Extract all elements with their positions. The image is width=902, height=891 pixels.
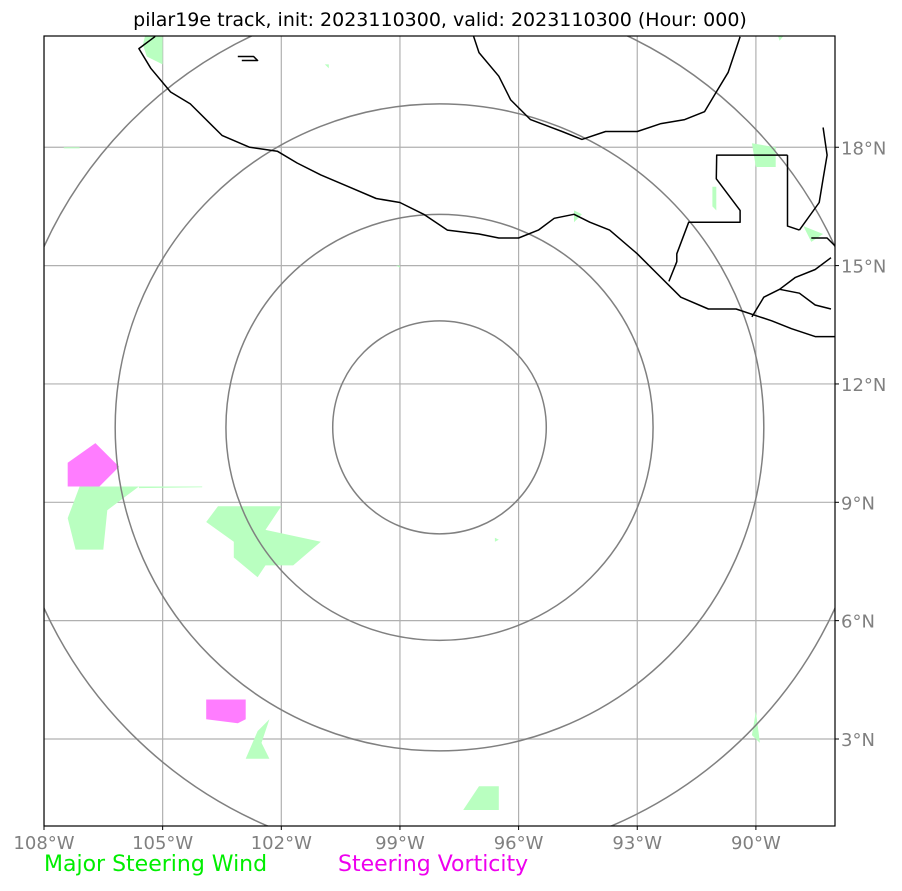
legend-vorticity: Steering Vorticity bbox=[338, 852, 528, 877]
steering-wind-area bbox=[67, 486, 139, 550]
lon-tick-label: 102°W bbox=[251, 833, 312, 854]
steering-wind-area bbox=[138, 486, 203, 489]
lon-tick-label: 90°W bbox=[731, 833, 781, 854]
map-frame bbox=[43, 35, 836, 827]
legend-wind-label: Major Steering Wind bbox=[44, 852, 268, 877]
steering-wind-area bbox=[324, 64, 329, 69]
steering-shading bbox=[63, 36, 824, 810]
steering-wind-area bbox=[712, 186, 717, 211]
lat-tick-label: 18°N bbox=[841, 138, 886, 159]
coastline bbox=[786, 155, 800, 231]
steering-wind-area bbox=[396, 265, 400, 268]
lat-tick-label: 9°N bbox=[841, 493, 875, 514]
steering-wind-area bbox=[463, 786, 499, 810]
legend-wind: Major Steering Wind bbox=[44, 852, 267, 877]
steering-wind-area bbox=[63, 147, 80, 149]
axis-ticks: 108°W 105°W 102°W 99°W 96°W 93°W 90°W 3°N 6°N 9°N… bbox=[13, 138, 886, 854]
coastline bbox=[472, 36, 741, 141]
lat-tick-label: 6°N bbox=[841, 612, 875, 633]
legend-vorticity-label: Steering Vorticity bbox=[338, 852, 529, 877]
coastlines-and-borders bbox=[138, 36, 835, 338]
coastline bbox=[779, 288, 832, 310]
coastline bbox=[668, 154, 788, 282]
steering-wind-area bbox=[206, 506, 321, 578]
steering-wind-area bbox=[142, 36, 163, 65]
range-ring bbox=[114, 103, 765, 752]
map-title: pilar19e track, init: 2023110300, valid:… bbox=[133, 9, 747, 31]
steering-wind-area bbox=[494, 537, 499, 542]
lat-tick-label: 3°N bbox=[841, 730, 875, 751]
coastline bbox=[798, 127, 828, 231]
lon-tick-label: 93°W bbox=[612, 833, 662, 854]
range-ring bbox=[225, 213, 654, 642]
coastline bbox=[811, 237, 835, 247]
graticule bbox=[44, 36, 835, 826]
lat-tick-label: 12°N bbox=[841, 375, 886, 396]
lon-tick-label: 108°W bbox=[13, 833, 74, 854]
lon-tick-label: 105°W bbox=[132, 833, 193, 854]
steering-vorticity-area bbox=[206, 699, 246, 724]
lat-tick-label: 15°N bbox=[841, 257, 886, 278]
range-rings bbox=[44, 36, 835, 826]
range-ring bbox=[331, 320, 548, 535]
steering-wind-area bbox=[751, 711, 760, 743]
steering-wind-area bbox=[778, 36, 784, 41]
coastline bbox=[751, 257, 832, 318]
coastline bbox=[237, 55, 259, 62]
range-ring bbox=[44, 36, 835, 826]
lon-tick-label: 96°W bbox=[494, 833, 544, 854]
steering-wind-area bbox=[245, 719, 270, 759]
lon-tick-label: 99°W bbox=[375, 833, 425, 854]
steering-vorticity-area bbox=[67, 443, 120, 487]
coastline bbox=[138, 36, 835, 338]
steering-wind-area bbox=[803, 226, 824, 242]
